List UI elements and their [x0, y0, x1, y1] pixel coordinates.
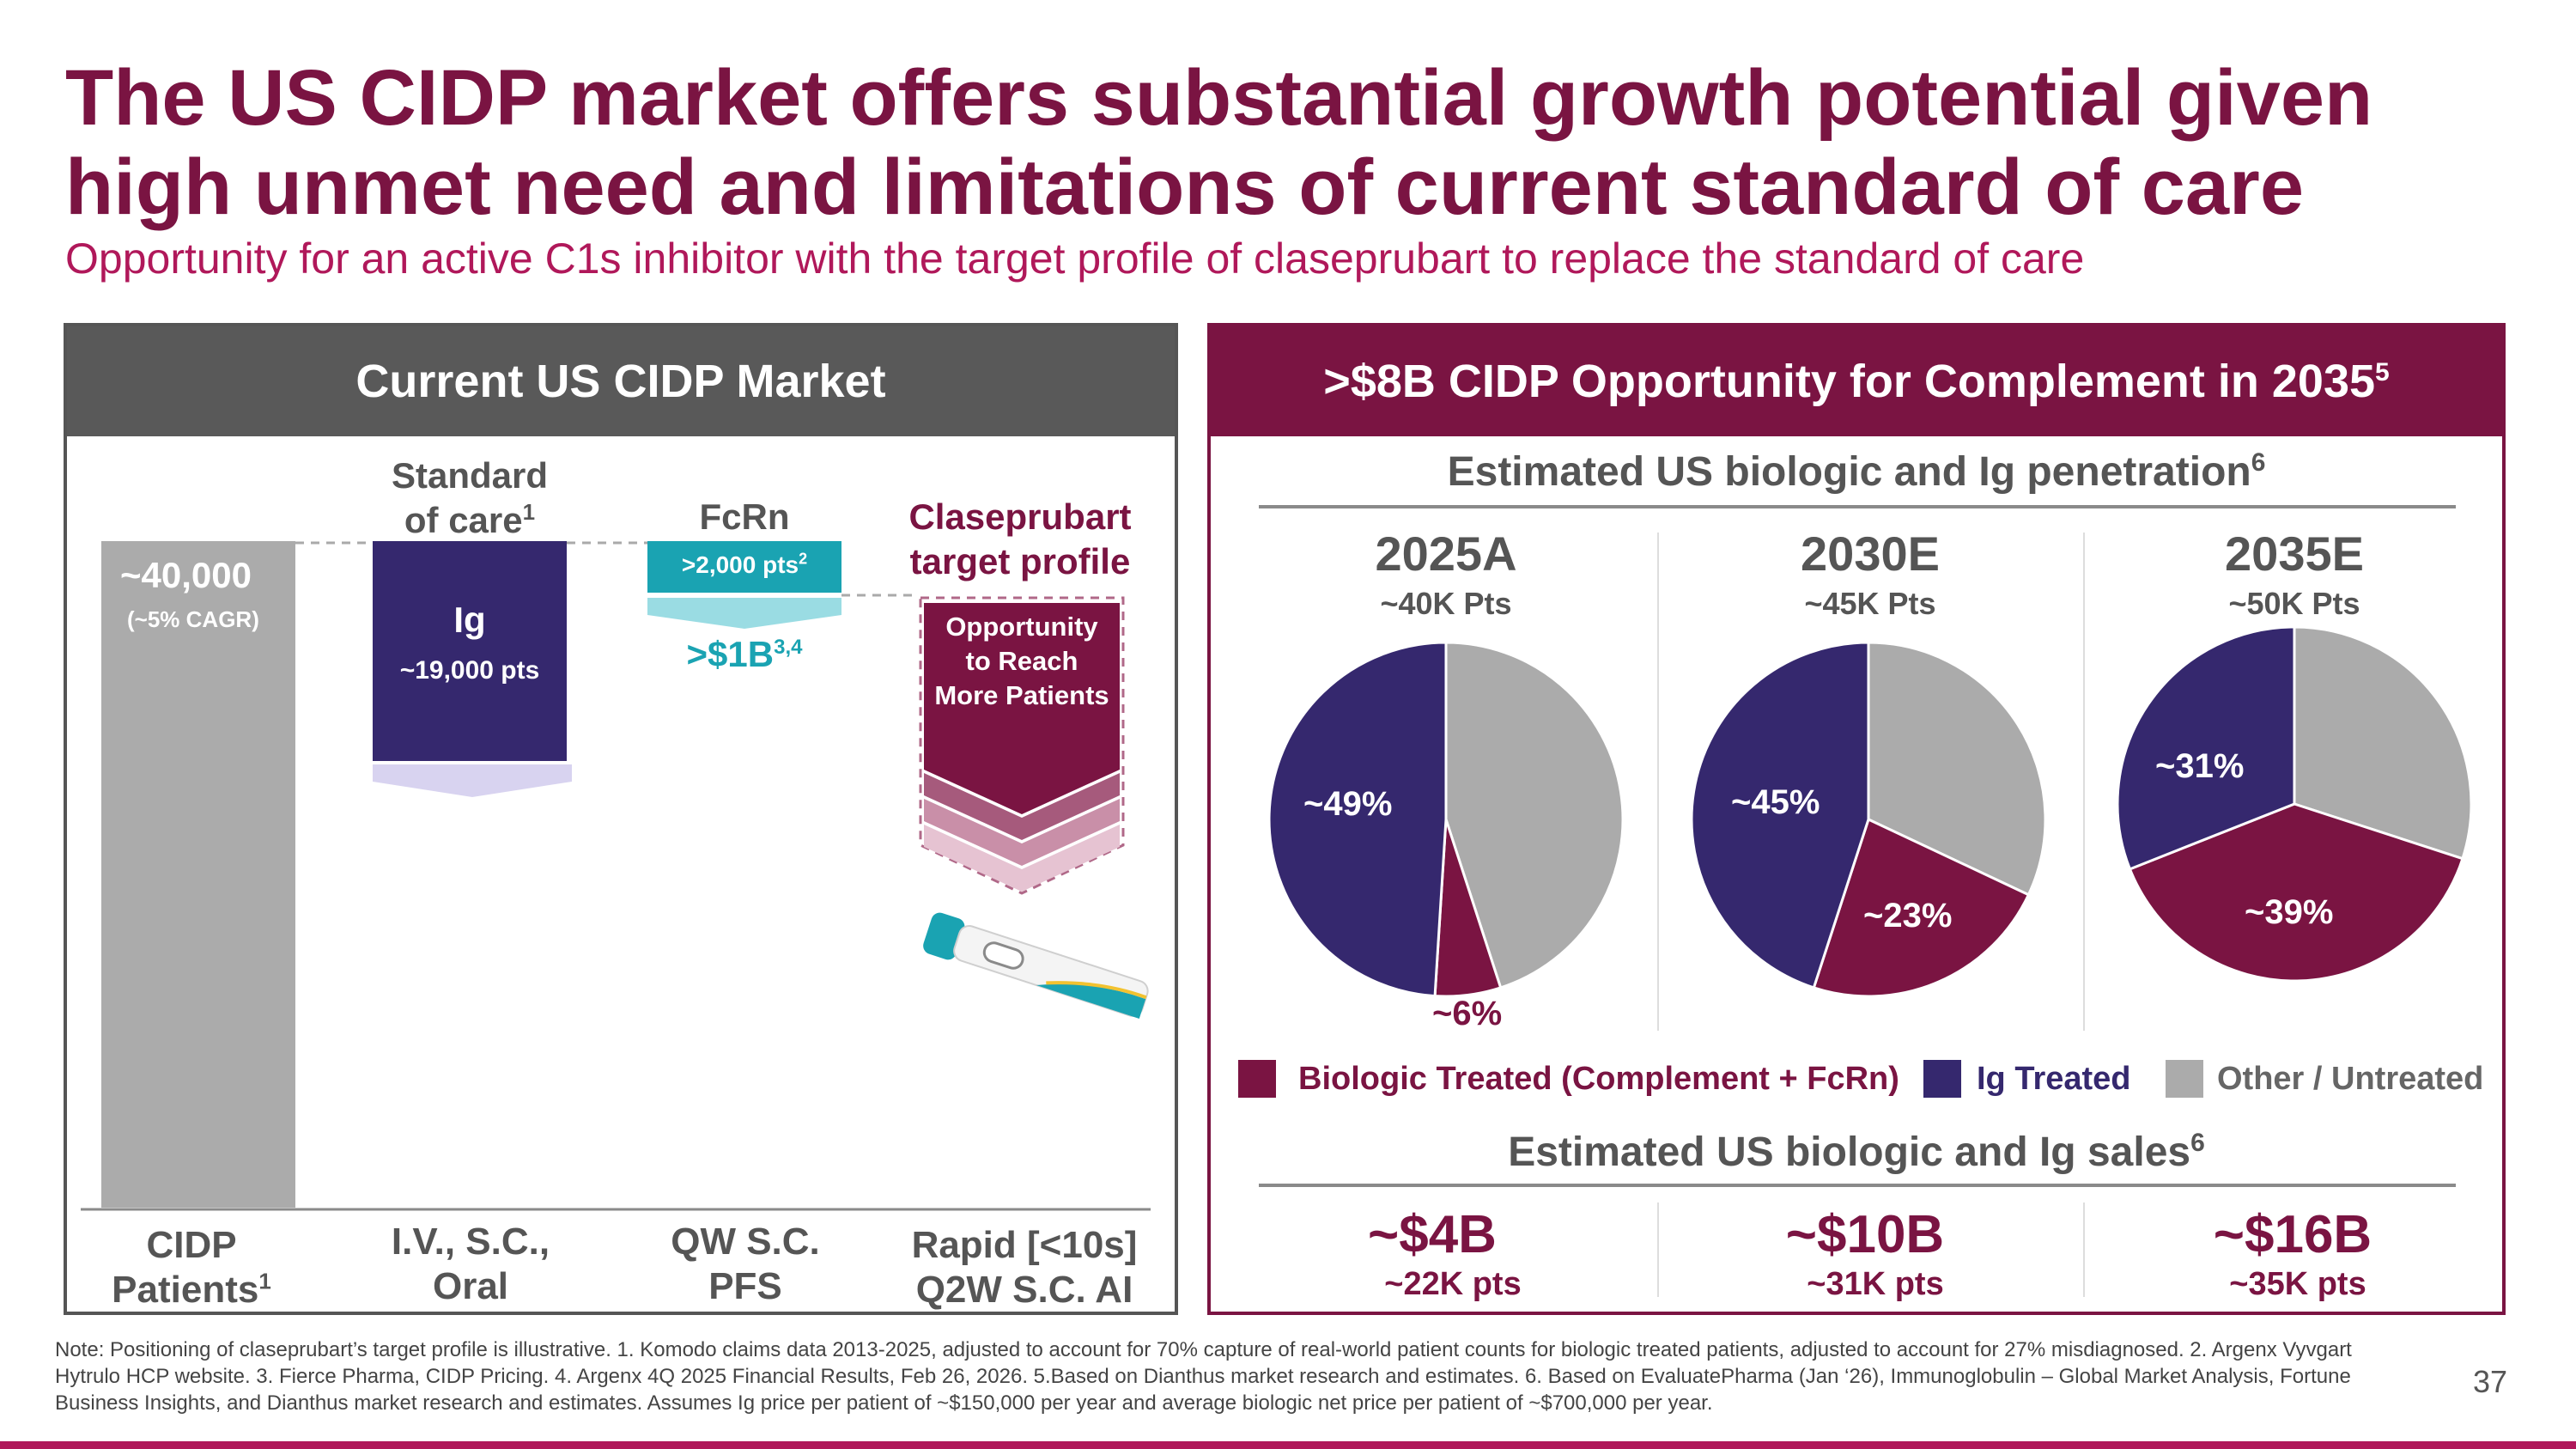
category-label-cidp: CIDP Patients1 — [112, 1224, 271, 1311]
legend-label-biologic: Biologic Treated (Complement + FcRn) — [1298, 1061, 1899, 1097]
cidp-cagr: (~5% CAGR) — [127, 606, 259, 632]
pie-slice-other — [1444, 641, 1625, 989]
soc-label: Standard of care1 — [391, 455, 549, 540]
chevron-2 — [924, 773, 1120, 840]
fcrn-label: FcRn — [699, 496, 790, 537]
right-panel-header: >$8B CIDP Opportunity for Complement in … — [1211, 326, 2502, 436]
pie-chart-2030 — [1690, 641, 2047, 998]
waterfall-graphic — [81, 541, 1151, 1211]
legend-swatch-other — [2166, 1060, 2203, 1098]
legend-swatch-ig — [1923, 1060, 1961, 1098]
pie-2035-biologic-label: ~39% — [2245, 893, 2334, 931]
autoinjector-device-icon — [923, 912, 1149, 1019]
page-subtitle: Opportunity for an active C1s inhibitor … — [65, 234, 2085, 283]
fcrn-arrow — [647, 598, 841, 629]
ig-patients: ~19,000 pts — [399, 656, 540, 685]
sales-value-2025: ~$4B — [1368, 1205, 1497, 1264]
cidp-value: ~40,000 — [120, 555, 252, 595]
opportunity-panel: >$8B CIDP Opportunity for Complement in … — [1207, 323, 2506, 1315]
pie-slice-ig — [2116, 625, 2296, 871]
sales-rule — [1259, 1184, 2456, 1187]
pie-year-2030: 2030E — [1801, 527, 1940, 581]
chevron-4 — [924, 825, 1120, 892]
pie-slice-ig — [1690, 641, 1870, 989]
cidp-patients-bar — [101, 541, 295, 1208]
sales-patients-2030: ~31K pts — [1807, 1266, 1944, 1302]
pie-2025-ig-label: ~49% — [1303, 785, 1393, 823]
sales-value-2035: ~$16B — [2213, 1205, 2372, 1264]
fcrn-patients: >2,000 pts2 — [681, 550, 808, 578]
column-divider-1 — [1657, 533, 1659, 1031]
fcrn-value: >$1B3,4 — [686, 634, 803, 674]
pie-2025-biologic-label: ~6% — [1432, 995, 1503, 1032]
pie-patients-2030: ~45K Pts — [1804, 586, 1936, 621]
ig-arrow — [373, 764, 572, 797]
category-label-claseprubart: Rapid [<10s] Q2W S.C. AI — [911, 1224, 1138, 1311]
claseprubart-box-text: Opportunity to Reach More Patients — [934, 612, 1109, 710]
pie-slice-biologic — [2128, 802, 2464, 983]
pie-slice-biologic — [1812, 817, 2031, 998]
sales-title: Estimated US biologic and Ig sales6 — [1508, 1129, 2205, 1175]
pie-2035-ig-label: ~31% — [2155, 747, 2245, 785]
footnote: Note: Positioning of claseprubart’s targ… — [55, 1338, 2352, 1415]
pie-slice-ig — [1267, 641, 1448, 998]
pie-slice-other — [2293, 625, 2473, 861]
pie-2030-ig-label: ~45% — [1731, 783, 1820, 821]
pie-slice-other — [1867, 641, 2047, 897]
pie-chart-2035 — [2116, 625, 2473, 983]
pie-patients-2025: ~40K Pts — [1380, 586, 1512, 621]
current-market-panel: Current US CIDP Market ~40,000 — [64, 323, 1178, 1315]
category-label-fcrn: QW S.C. PFS — [671, 1221, 820, 1307]
pie-year-2035: 2035E — [2225, 527, 2364, 581]
sales-patients-2035: ~35K pts — [2229, 1266, 2366, 1302]
category-label-soc: I.V., S.C., Oral — [391, 1221, 550, 1307]
chevron-3 — [924, 799, 1120, 866]
claseprubart-title: Claseprubart target profile — [908, 496, 1132, 581]
legend-label-other: Other / Untreated — [2217, 1061, 2484, 1097]
claseprubart-box — [924, 603, 1120, 814]
pie-patients-2035: ~50K Pts — [2228, 586, 2360, 621]
ig-bar — [373, 541, 567, 761]
sales-patients-2025: ~22K pts — [1384, 1266, 1522, 1302]
legend-label-ig: Ig Treated — [1977, 1061, 2131, 1097]
column-divider-2 — [2083, 533, 2085, 1031]
page-number: 37 — [2473, 1364, 2508, 1399]
penetration-title: Estimated US biologic and Ig penetration… — [1447, 448, 2266, 495]
legend-swatch-biologic — [1238, 1060, 1276, 1098]
fcrn-bar — [647, 541, 841, 593]
penetration-rule — [1259, 505, 2456, 508]
pie-year-2025: 2025A — [1375, 527, 1517, 581]
bottom-accent-bar — [0, 1441, 2576, 1449]
sales-divider-2 — [2083, 1202, 2085, 1297]
page-title: The US CIDP market offers substantial gr… — [65, 54, 2373, 231]
sales-value-2030: ~$10B — [1785, 1205, 1945, 1264]
pie-2030-biologic-label: ~23% — [1863, 897, 1953, 935]
sales-divider-1 — [1657, 1202, 1659, 1297]
ig-label: Ig — [453, 600, 486, 640]
claseprubart-outline — [919, 596, 1125, 895]
left-panel-header: Current US CIDP Market — [67, 326, 1175, 436]
pie-chart-2025 — [1267, 641, 1625, 998]
